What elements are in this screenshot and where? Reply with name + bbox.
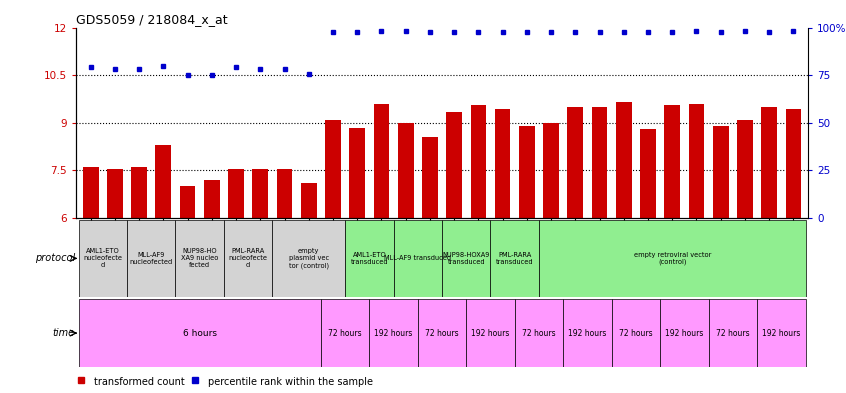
Bar	[543, 123, 559, 218]
Bar	[737, 119, 753, 218]
Text: percentile rank within the sample: percentile rank within the sample	[208, 377, 373, 387]
Bar	[757, 299, 805, 367]
Text: GDS5059 / 218084_x_at: GDS5059 / 218084_x_at	[76, 13, 228, 26]
Text: MLL-AF9 transduced: MLL-AF9 transduced	[384, 255, 452, 261]
Text: 72 hours: 72 hours	[522, 329, 556, 338]
Text: PML-RARA
nucleofecte
d: PML-RARA nucleofecte d	[228, 248, 267, 268]
Bar	[689, 104, 705, 218]
Text: NUP98-HOXA9
transduced: NUP98-HOXA9 transduced	[442, 252, 490, 265]
Text: empty retroviral vector
(control): empty retroviral vector (control)	[634, 252, 711, 265]
Text: time: time	[52, 328, 75, 338]
Bar	[374, 104, 389, 218]
Text: 192 hours: 192 hours	[471, 329, 509, 338]
Bar	[539, 220, 805, 297]
Bar	[786, 108, 801, 218]
Text: NUP98-HO
XA9 nucleo
fected: NUP98-HO XA9 nucleo fected	[181, 248, 218, 268]
Bar	[179, 186, 195, 218]
Bar	[591, 107, 607, 218]
Bar	[224, 220, 272, 297]
Text: protocol: protocol	[35, 253, 75, 263]
Bar	[519, 126, 535, 218]
Bar	[204, 180, 220, 218]
Text: 72 hours: 72 hours	[328, 329, 362, 338]
Text: 192 hours: 192 hours	[569, 329, 607, 338]
Bar	[345, 220, 393, 297]
Text: PML-RARA
transduced: PML-RARA transduced	[496, 252, 534, 265]
Bar	[277, 169, 293, 218]
Bar	[349, 128, 365, 218]
Bar	[442, 220, 491, 297]
Bar	[664, 105, 680, 218]
Bar	[640, 129, 656, 218]
Text: 192 hours: 192 hours	[665, 329, 704, 338]
Bar	[370, 299, 418, 367]
Bar	[79, 220, 127, 297]
Text: 192 hours: 192 hours	[375, 329, 413, 338]
Bar	[393, 220, 442, 297]
Text: 192 hours: 192 hours	[762, 329, 800, 338]
Bar	[491, 220, 539, 297]
Text: AML1-ETO
transduced: AML1-ETO transduced	[350, 252, 388, 265]
Bar	[495, 108, 510, 218]
Bar	[470, 105, 486, 218]
Bar	[79, 299, 321, 367]
Bar	[252, 169, 268, 218]
Bar	[612, 299, 660, 367]
Bar	[466, 299, 514, 367]
Bar	[272, 220, 345, 297]
Bar	[156, 145, 171, 218]
Bar	[563, 299, 612, 367]
Bar	[107, 169, 123, 218]
Text: transformed count: transformed count	[94, 377, 184, 387]
Bar	[616, 102, 632, 218]
Bar	[127, 220, 175, 297]
Bar	[447, 112, 462, 218]
Text: 72 hours: 72 hours	[716, 329, 750, 338]
Bar	[568, 107, 583, 218]
Bar	[761, 107, 777, 218]
Bar	[418, 299, 466, 367]
Text: MLL-AF9
nucleofected: MLL-AF9 nucleofected	[129, 252, 173, 265]
Text: 72 hours: 72 hours	[619, 329, 653, 338]
Bar	[175, 220, 224, 297]
Bar	[321, 299, 370, 367]
Bar	[83, 167, 98, 218]
Bar	[709, 299, 757, 367]
Text: empty
plasmid vec
tor (control): empty plasmid vec tor (control)	[288, 248, 329, 269]
Text: 72 hours: 72 hours	[426, 329, 459, 338]
Bar	[325, 119, 341, 218]
Bar	[422, 137, 437, 218]
Bar	[660, 299, 709, 367]
Bar	[131, 167, 147, 218]
Text: AML1-ETO
nucleofecte
d: AML1-ETO nucleofecte d	[83, 248, 123, 268]
Text: 6 hours: 6 hours	[183, 329, 217, 338]
Bar	[398, 123, 414, 218]
Bar	[301, 183, 316, 218]
Bar	[713, 126, 728, 218]
Bar	[514, 299, 563, 367]
Bar	[228, 169, 244, 218]
